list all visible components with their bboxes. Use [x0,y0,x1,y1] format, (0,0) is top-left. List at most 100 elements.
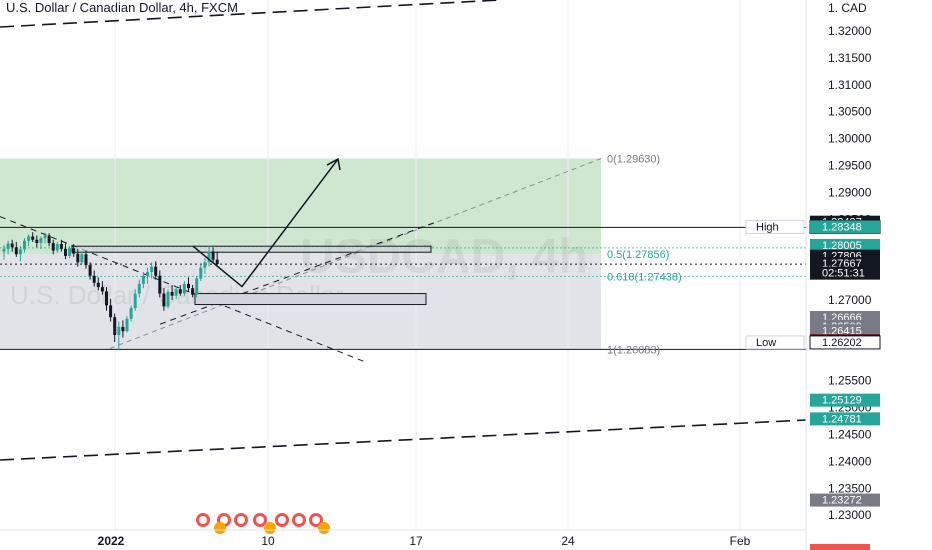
level-name-box [745,335,805,350]
candle-body [215,259,219,264]
fib-level-label: 0(1.29630) [607,154,660,166]
candle-body [158,275,162,294]
order-block-lower[interactable] [194,293,427,306]
price-badge-text: 1.23272 [822,495,862,507]
projection-path[interactable] [192,158,339,288]
y-tick-label: 1.24000 [828,454,872,468]
candle-body [195,278,199,295]
candle-body [199,267,203,279]
price-badge-text: 1.24781 [822,413,862,425]
calendar-event-icon[interactable] [318,522,330,534]
candle-body [84,254,88,266]
triangle-line-ascending [159,221,437,325]
candle-body [92,275,96,283]
candle-body [55,244,59,251]
candle-body [72,248,76,254]
y-tick-label: 1.31500 [828,51,872,65]
candle-body [35,239,39,243]
candle-body [211,251,215,260]
candle-body [170,291,174,296]
candle-body [80,254,84,263]
fib-level-label: 0.5(1.27856) [607,249,669,261]
calendar-event-icon[interactable] [264,522,276,534]
candle-body [117,326,121,335]
candle-body [68,248,72,256]
price-badge [810,393,880,407]
fib-level-label: 1(1.26083) [607,344,660,356]
watermark-symbol: USDCAD, 4h [300,230,588,283]
price-badge [810,266,880,280]
calendar-event-icon-inner [256,516,264,524]
candle-body [105,291,108,306]
candle-body [207,251,211,263]
candle-body [27,236,31,241]
candle-body [43,235,47,239]
level-name-label: High [756,221,779,233]
price-badge [810,238,880,252]
y-tick-label: 1.23000 [828,508,872,522]
candle-body [174,289,178,296]
arrow-head [326,157,341,171]
candle-body [137,283,141,294]
candle-body [96,282,100,288]
x-tick-label: Feb [730,534,751,548]
y-tick-label: 1.31000 [828,78,872,92]
candle-body [14,247,18,255]
candle-body [141,275,145,284]
symbol-title: U.S. Dollar / Canadian Dollar, 4h, FXCM [6,0,238,15]
price-badge-text: 1.26202 [822,337,862,349]
fib-trend-line [109,158,602,349]
y-tick-label: 1.25500 [828,374,872,388]
candle-body [166,291,170,307]
candle-body [121,326,125,332]
candle-body [6,243,10,249]
calendar-event-icon-inner [295,516,303,524]
candle-body [129,308,133,319]
x-tick-label: 24 [561,534,575,548]
candle-body [10,243,14,248]
candle-body [154,266,158,276]
price-badge [810,412,880,426]
candle-body [182,283,186,294]
candle-body [150,266,154,273]
y-tick-label: 1.23500 [828,481,872,495]
candle-body [125,318,129,332]
price-badge-text: 02:51:31 [822,268,865,280]
y-tick-label: 1.29500 [828,159,872,173]
y-tick-label: 1.30000 [828,132,872,146]
fib-level-label: 0.618(1.27438) [607,271,682,283]
price-badge [809,335,881,350]
calendar-event-icon-inner [312,516,320,524]
candle-body [146,272,149,276]
price-badge [810,493,880,507]
order-block-upper[interactable] [71,245,432,253]
candle-body [76,253,80,263]
y-tick-label: 1.32000 [828,24,872,38]
currency-label: 1. CAD [828,1,867,15]
candle-body [191,288,195,295]
price-badge [810,544,870,550]
candle-body [47,235,51,243]
candle-body [178,289,182,294]
candle-body [100,287,104,292]
channel-line-lower [0,419,807,461]
candle-body [31,236,35,240]
candle-body [203,262,207,268]
y-tick-label: 1.24500 [828,428,872,442]
candle-body [187,283,190,289]
profit-zone [0,158,601,255]
x-tick-label: 10 [261,534,275,548]
x-tick-label: 2022 [98,534,125,548]
calendar-event-icon-inner [199,516,207,524]
candle-body [59,244,63,249]
candle-body [39,238,43,243]
calendar-event-icon[interactable] [214,522,226,534]
candle-body [64,248,67,256]
y-tick-label: 1.30500 [828,105,872,119]
candle-body [51,242,55,251]
candle-body [23,240,26,250]
price-badge-text: 1.25129 [822,395,862,407]
y-tick-label: 1.27000 [828,293,872,307]
y-tick-label: 1.29000 [828,185,872,199]
